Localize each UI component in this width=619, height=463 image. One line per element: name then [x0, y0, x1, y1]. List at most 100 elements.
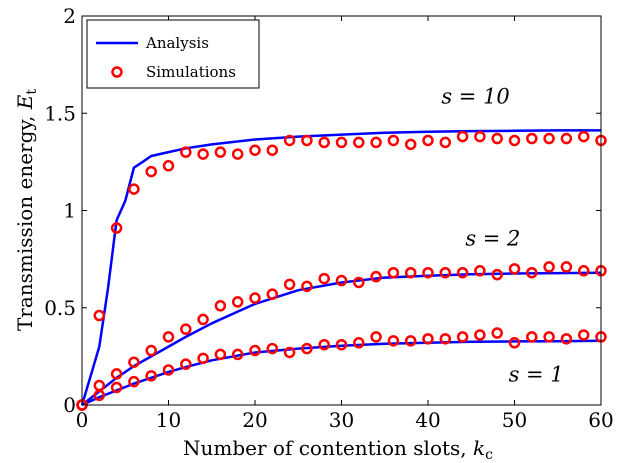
simulation-point-s-10 — [439, 136, 452, 149]
simulation-point-s-1 — [231, 348, 244, 361]
legend-marker-sample — [111, 66, 123, 78]
simulation-point-s-1 — [180, 358, 192, 370]
simulation-point-s-1 — [214, 348, 227, 361]
simulation-point-s-1 — [404, 335, 417, 347]
simulation-point-s-10 — [370, 136, 382, 149]
simulation-point-s-2 — [370, 270, 382, 283]
x-axis-label: Number of contention slots, kc — [183, 436, 493, 463]
simulation-point-s-10 — [318, 136, 330, 149]
series-layer — [76, 129, 607, 411]
simulation-point-s-2 — [560, 261, 573, 273]
simulation-point-s-1 — [249, 344, 261, 357]
simulation-point-s-1 — [162, 364, 175, 376]
simulation-point-s-10 — [214, 146, 227, 158]
simulation-point-s-2 — [335, 274, 348, 287]
simulation-point-s-2 — [387, 266, 400, 279]
simulation-point-s-2 — [128, 356, 140, 368]
simulation-point-s-2 — [145, 344, 157, 357]
simulation-point-s-10 — [145, 165, 157, 178]
simulation-point-s-2 — [266, 288, 279, 300]
simulation-point-s-2 — [162, 331, 175, 343]
simulation-point-s-2 — [491, 268, 503, 281]
simulation-point-s-2 — [577, 265, 590, 277]
simulation-point-s-10 — [301, 134, 313, 147]
simulation-point-s-10 — [577, 130, 590, 143]
simulation-point-s-1 — [283, 346, 296, 359]
x-tick-label: 0 — [76, 408, 89, 432]
simulation-point-s-10 — [474, 130, 486, 143]
legend-entry-simulations: Simulations — [146, 63, 236, 81]
simulation-point-s-10 — [180, 146, 192, 158]
simulation-point-s-1 — [335, 338, 348, 351]
simulation-point-s-1 — [145, 370, 157, 382]
simulation-point-s-10 — [197, 148, 209, 160]
simulation-point-s-2 — [197, 313, 209, 326]
simulation-point-s-1 — [197, 352, 209, 365]
simulation-point-s-10 — [387, 134, 400, 147]
simulation-point-s-2 — [318, 272, 330, 285]
simulation-point-s-2 — [214, 300, 227, 312]
simulation-point-s-2 — [422, 266, 434, 279]
tick-layer: 0 10 20 30 40 50 60 0 0.5 1 1.5 2 — [44, 4, 614, 432]
simulation-point-s-1 — [560, 333, 573, 345]
x-tick-label: 20 — [242, 408, 267, 432]
simulation-point-s-2 — [543, 261, 555, 273]
simulation-point-s-2 — [456, 266, 469, 279]
simulation-point-s-2 — [283, 278, 296, 291]
simulation-point-s-1 — [110, 381, 123, 394]
simulation-point-s-10 — [404, 138, 417, 151]
simulation-point-s-1 — [353, 337, 365, 349]
simulation-point-s-2 — [508, 263, 521, 275]
simulation-point-s-10 — [508, 134, 521, 147]
simulation-point-s-10 — [162, 160, 175, 172]
simulation-point-s-2 — [526, 266, 538, 279]
simulation-point-s-1 — [508, 337, 521, 349]
analysis-line-s-1 — [81, 339, 602, 407]
simulation-point-s-10 — [560, 132, 573, 145]
simulation-point-s-10 — [93, 309, 106, 322]
simulation-point-s-10 — [491, 132, 503, 145]
curve-annotation: s = 2 — [465, 227, 520, 251]
simulation-point-s-10 — [110, 222, 123, 234]
y-tick-label: 2 — [63, 4, 76, 28]
legend: Analysis Simulations — [86, 19, 260, 89]
simulation-point-s-1 — [128, 375, 140, 388]
simulation-point-s-10 — [456, 130, 469, 143]
y-tick-label: 1 — [63, 199, 76, 223]
y-axis-label: Transmission energy, Et — [13, 89, 40, 331]
simulation-point-s-10 — [422, 134, 434, 147]
simulation-point-s-1 — [266, 342, 279, 355]
simulation-point-s-2 — [439, 266, 452, 279]
simulation-point-s-2 — [249, 292, 261, 304]
x-tick-label: 30 — [329, 408, 354, 432]
simulation-point-s-2 — [301, 280, 313, 293]
x-tick-label: 50 — [502, 408, 527, 432]
y-tick-label: 0.5 — [44, 296, 76, 320]
simulation-point-s-1 — [526, 331, 538, 343]
legend-entry-analysis: Analysis — [145, 34, 209, 52]
simulation-point-s-1 — [577, 329, 590, 341]
simulation-point-s-2 — [180, 323, 192, 335]
simulation-point-s-10 — [353, 136, 365, 149]
simulation-point-s-1 — [93, 389, 106, 402]
x-tick-label: 60 — [588, 408, 613, 432]
simulation-point-s-1 — [387, 335, 400, 347]
simulation-point-s-1 — [456, 331, 469, 343]
annotation-layer: s = 10 s = 2 s = 1 — [441, 85, 563, 387]
y-tick-label: 0 — [63, 393, 76, 417]
curve-annotation: s = 1 — [509, 363, 564, 387]
simulation-point-s-10 — [543, 132, 555, 145]
simulation-point-s-1 — [422, 333, 434, 345]
simulation-point-s-10 — [526, 132, 538, 145]
simulation-point-s-1 — [439, 333, 452, 345]
simulation-point-s-10 — [266, 144, 279, 156]
simulation-point-s-2 — [474, 265, 486, 277]
simulation-point-s-1 — [491, 327, 503, 339]
x-tick-label: 10 — [156, 408, 181, 432]
simulation-point-s-10 — [335, 136, 348, 149]
simulation-point-s-10 — [231, 148, 244, 160]
simulation-point-s-1 — [301, 342, 313, 355]
simulation-point-s-1 — [543, 331, 555, 343]
simulation-point-s-2 — [353, 276, 365, 289]
